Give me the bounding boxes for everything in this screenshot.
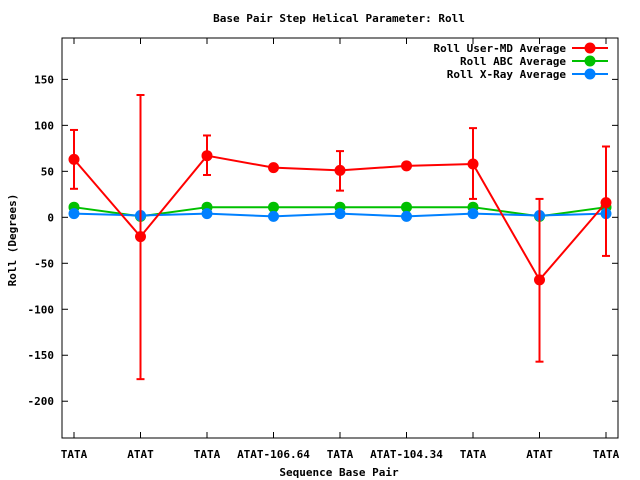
data-point [467, 208, 479, 220]
legend-label: Roll ABC Average [460, 55, 566, 68]
x-tick-label: ATAT [526, 448, 553, 461]
data-point [135, 231, 146, 243]
data-point [401, 201, 412, 213]
x-tick-label: ATAT [127, 448, 154, 461]
data-point [201, 150, 213, 162]
legend-marker [584, 42, 596, 54]
data-point [68, 153, 80, 165]
data-point [334, 164, 346, 176]
y-tick-label: -50 [34, 257, 54, 270]
series-0 [68, 94, 612, 381]
data-point [467, 158, 479, 170]
data-point [401, 210, 412, 222]
data-point [268, 162, 279, 174]
x-tick-label: TATA [327, 448, 354, 461]
y-tick-label: 150 [34, 73, 54, 86]
plot-area: -200 -150 -100 -50 0 50 100 150 TATA ATAT TATA ATAT… [28, 37, 620, 461]
y-tick-label: 0 [47, 211, 54, 224]
legend-label: Roll X-Ray Average [447, 68, 567, 81]
data-point [201, 208, 213, 220]
legend-marker [584, 55, 596, 67]
y-tick-label: -100 [28, 303, 55, 316]
x-tick-label: ATAT-104.34 [370, 448, 443, 461]
legend-label: Roll User-MD Average [434, 42, 567, 55]
data-point [268, 210, 279, 222]
data-point [334, 208, 346, 220]
chart-title: Base Pair Step Helical Parameter: Roll [213, 12, 465, 25]
data-point [534, 274, 545, 286]
x-tick-label: TATA [593, 448, 620, 461]
x-tick-label: TATA [460, 448, 487, 461]
y-axis-label: Roll (Degrees) [6, 194, 19, 287]
data-point [401, 160, 412, 172]
y-tick-label: -150 [28, 349, 55, 362]
series-2 [68, 208, 612, 222]
y-tick-label: 100 [34, 119, 54, 132]
y-tick-label: -200 [28, 395, 55, 408]
x-axis-label: Sequence Base Pair [279, 466, 399, 479]
data-point [268, 201, 279, 213]
data-point [600, 197, 612, 209]
x-tick-label: ATAT-106.64 [237, 448, 310, 461]
legend-marker [584, 68, 596, 80]
x-tick-label: TATA [194, 448, 221, 461]
data-point [68, 208, 80, 220]
y-tick-label: 50 [41, 165, 54, 178]
x-tick-label: TATA [61, 448, 88, 461]
